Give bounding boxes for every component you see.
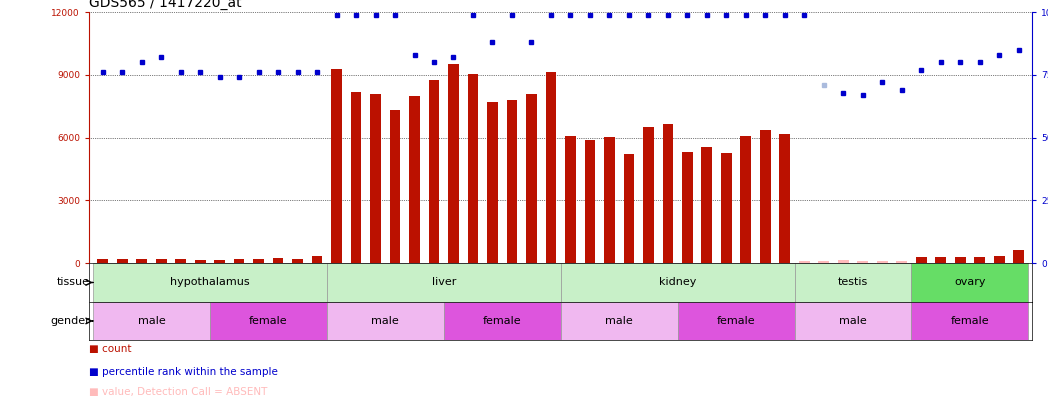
Bar [327,263,561,302]
Bar [912,263,1028,302]
Bar [561,263,794,302]
Bar [896,260,908,263]
Bar [409,96,420,263]
Text: female: female [483,316,522,326]
Bar [794,302,912,340]
Bar [546,72,556,263]
Bar [741,136,751,263]
Text: female: female [951,316,989,326]
Bar [1013,249,1024,263]
Bar [156,259,167,263]
Bar [370,94,380,263]
Bar [701,147,713,263]
Bar [327,302,443,340]
Bar [443,302,561,340]
Text: GDS565 / 1417220_at: GDS565 / 1417220_at [89,0,242,10]
Text: female: female [249,316,288,326]
Bar [818,261,829,263]
Bar [210,302,327,340]
Bar [93,302,210,340]
Bar [565,136,575,263]
Text: female: female [717,316,756,326]
Bar [292,259,303,263]
Bar [449,64,459,263]
Bar [272,258,283,263]
Text: kidney: kidney [659,277,696,288]
Bar [214,260,225,263]
Bar [195,260,205,263]
Text: tissue: tissue [57,277,90,288]
Bar [975,257,985,263]
Bar [799,260,810,263]
Bar [175,259,187,263]
Text: hypothalamus: hypothalamus [170,277,249,288]
Bar [916,258,926,263]
Bar [794,263,912,302]
Bar [136,259,147,263]
Bar [390,111,400,263]
Bar [838,260,849,263]
Text: male: male [839,316,867,326]
Bar [351,92,362,263]
Bar [97,260,108,263]
Bar [780,134,790,263]
Bar [857,260,868,263]
Bar [116,259,128,263]
Text: ■ value, Detection Call = ABSENT: ■ value, Detection Call = ABSENT [89,387,267,397]
Bar [585,140,595,263]
Text: testis: testis [837,277,868,288]
Bar [721,153,732,263]
Bar [604,136,615,263]
Text: liver: liver [432,277,456,288]
Bar [912,302,1028,340]
Bar [760,130,770,263]
Text: male: male [606,316,633,326]
Bar [561,302,678,340]
Bar [662,124,673,263]
Bar [331,69,342,263]
Text: ovary: ovary [954,277,986,288]
Bar [624,154,634,263]
Bar [935,257,946,263]
Text: ■ count: ■ count [89,344,132,354]
Bar [682,152,693,263]
Bar [487,102,498,263]
Text: male: male [137,316,166,326]
Text: male: male [371,316,399,326]
Bar [429,80,439,263]
Bar [526,94,537,263]
Text: gender: gender [50,316,90,326]
Bar [506,100,518,263]
Bar [643,127,654,263]
Bar [93,263,327,302]
Bar [234,259,244,263]
Bar [994,256,1005,263]
Bar [877,261,888,263]
Text: ■ percentile rank within the sample: ■ percentile rank within the sample [89,367,278,377]
Bar [254,260,264,263]
Bar [467,74,478,263]
Bar [678,302,794,340]
Bar [955,256,965,263]
Bar [311,256,323,263]
